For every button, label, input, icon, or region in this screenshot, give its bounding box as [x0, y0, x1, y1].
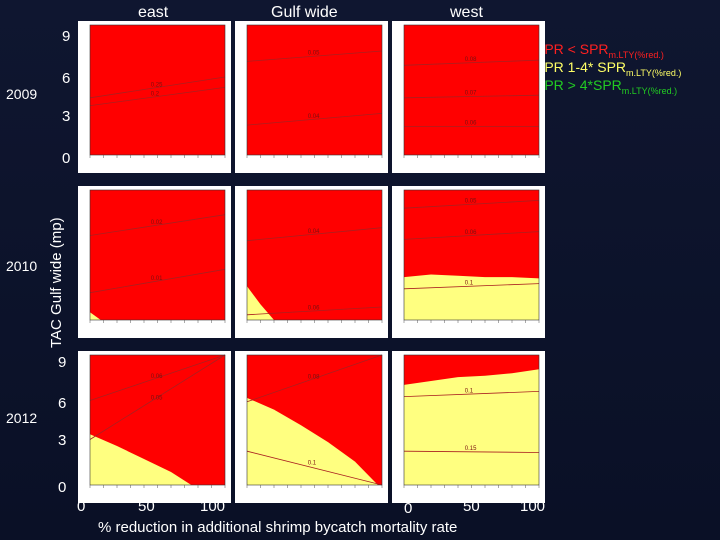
year-label-2012: 2012	[6, 410, 38, 426]
legend-entry-yellow: SPR 1-4* SPRm.LTY(%red.)	[535, 59, 682, 78]
contour-label: 0.06	[151, 374, 163, 380]
y-tick-label: 6	[58, 395, 67, 412]
contour-label: 0.08	[308, 375, 320, 381]
contour-label: 0.25	[151, 82, 163, 88]
contour-line	[246, 227, 383, 242]
contour-line	[246, 450, 383, 486]
panel-2012-west: 0.1 0.15	[392, 351, 545, 503]
contour-label: 0.15	[465, 446, 477, 452]
column-title-east: east	[138, 4, 169, 21]
contour-label: 0.2	[151, 91, 160, 97]
y-tick-label: 9	[62, 28, 71, 45]
contour-line	[246, 354, 383, 403]
column-title-west: west	[450, 4, 483, 21]
contour-label: 0.1	[465, 280, 474, 286]
x-tick-label: 0	[404, 500, 413, 517]
yellow-region	[247, 286, 274, 320]
yellow-region	[90, 434, 192, 485]
contour-line	[403, 94, 540, 99]
contour-line	[89, 76, 226, 99]
panel-2012-gulf-wide: 0.08 0.1	[235, 351, 388, 503]
contour-label: 0.07	[465, 91, 477, 97]
yellow-region	[247, 397, 378, 485]
red-region	[90, 190, 225, 320]
year-label-2009: 2009	[6, 86, 38, 102]
panel-2009-west: 0.06 0.07 0.08	[392, 21, 545, 173]
contour-label: 0.05	[151, 395, 163, 401]
red-region	[404, 25, 539, 155]
red-region	[247, 25, 382, 155]
y-tick-label: 9	[58, 354, 67, 371]
legend-entry-red: SPR < SPRm.LTY(%red.)	[535, 41, 664, 60]
contour-line	[403, 59, 540, 66]
contour-label: 0.04	[308, 114, 320, 120]
x-axis-label: % reduction in additional shrimp bycatch…	[98, 519, 458, 536]
contour-line	[89, 87, 226, 106]
contour-line	[403, 200, 540, 209]
contour-label: 0.1	[465, 388, 474, 394]
y-tick-label: 6	[62, 70, 71, 87]
contour-label: 0.01	[151, 276, 163, 282]
x-tick-label: 0	[77, 498, 86, 515]
y-tick-label: 0	[62, 150, 71, 167]
contour-line	[89, 354, 226, 440]
panel-2009-east: 0.2 0.25	[78, 21, 231, 173]
contour-line	[403, 450, 540, 453]
legend-entry-green: SPR > 4*SPRm.LTY(%red.)	[535, 77, 678, 96]
y-tick-label: 3	[58, 432, 67, 449]
y-tick-label: 0	[58, 479, 67, 496]
contour-line	[246, 113, 383, 126]
contour-label: 0.1	[308, 460, 317, 466]
y-tick-label: 3	[62, 108, 71, 125]
red-region	[247, 190, 382, 320]
contour-label: 0.02	[151, 220, 163, 226]
contour-label: 0.06	[465, 120, 477, 126]
panel-2010-west: 0.06 0.05 0.1	[392, 186, 545, 338]
contour-label: 0.06	[465, 230, 477, 236]
panel-2009-gulf-wide: 0.04 0.05	[235, 21, 388, 173]
yellow-region	[404, 369, 539, 485]
contour-label: 0.08	[465, 57, 477, 63]
contour-label: 0.05	[465, 199, 477, 205]
contour-label: 0.04	[308, 229, 320, 235]
contour-line	[89, 214, 226, 236]
contour-line	[403, 283, 540, 290]
contour-line	[403, 231, 540, 240]
contour-line	[89, 268, 226, 294]
contour-line	[89, 354, 226, 401]
panel-2010-gulf-wide: 0.04 0.06	[235, 186, 388, 338]
yellow-region	[90, 312, 101, 320]
contour-line	[246, 50, 383, 62]
column-title-gulf-wide: Gulf wide	[271, 4, 338, 21]
panel-2012-east: 0.05 0.06	[78, 351, 231, 503]
year-label-2010: 2010	[6, 258, 38, 274]
panel-2010-east: 0.01 0.02	[78, 186, 231, 338]
contour-label: 0.05	[308, 51, 320, 57]
red-region	[90, 25, 225, 155]
contour-label: 0.06	[308, 305, 320, 311]
contour-line	[246, 306, 383, 316]
contour-line	[403, 391, 540, 397]
yellow-region	[404, 274, 539, 320]
